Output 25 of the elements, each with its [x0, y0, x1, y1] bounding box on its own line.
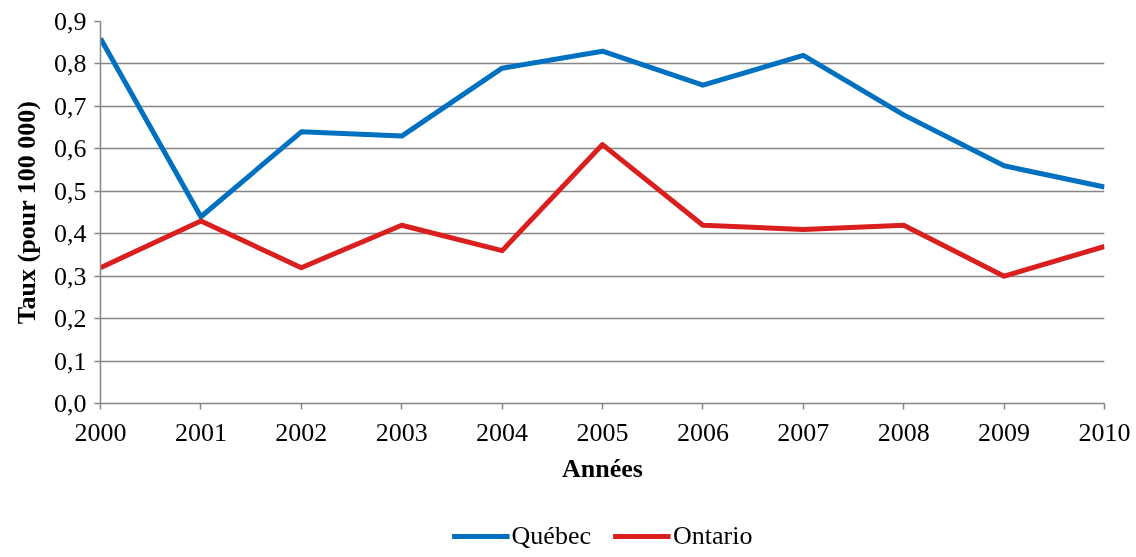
x-tick-label: 2007: [777, 417, 830, 447]
x-tick-label: 2000: [74, 417, 127, 447]
x-axis-title: Années: [562, 453, 643, 483]
y-tick-label: 0,7: [54, 91, 87, 121]
x-tick-label: 2005: [576, 417, 629, 447]
legend-label: Ontario: [672, 521, 753, 551]
y-tick-label: 0,6: [54, 134, 87, 164]
x-tick-label: 2002: [275, 417, 328, 447]
y-tick-label: 0,8: [54, 49, 87, 79]
x-tick-label: 2006: [676, 417, 729, 447]
x-tick-label: 2004: [476, 417, 529, 447]
y-tick-label: 0,0: [54, 389, 87, 418]
x-tick-label: 2008: [877, 417, 930, 447]
y-tick-label: 0,1: [54, 346, 87, 376]
x-tick-label: 2003: [375, 417, 428, 447]
y-tick-label: 0,5: [54, 176, 87, 206]
y-tick-label: 0,3: [54, 261, 87, 291]
y-tick-label: 0,9: [54, 7, 87, 36]
legend-label: Québec: [511, 521, 591, 551]
x-tick-label: 2009: [978, 417, 1031, 447]
y-tick-label: 0,4: [54, 219, 87, 249]
y-tick-label: 0,2: [54, 304, 87, 334]
x-tick-label: 2010: [1078, 417, 1131, 447]
x-tick-label: 2001: [174, 417, 227, 447]
y-axis-title: Taux (pour 100 000): [12, 101, 41, 325]
